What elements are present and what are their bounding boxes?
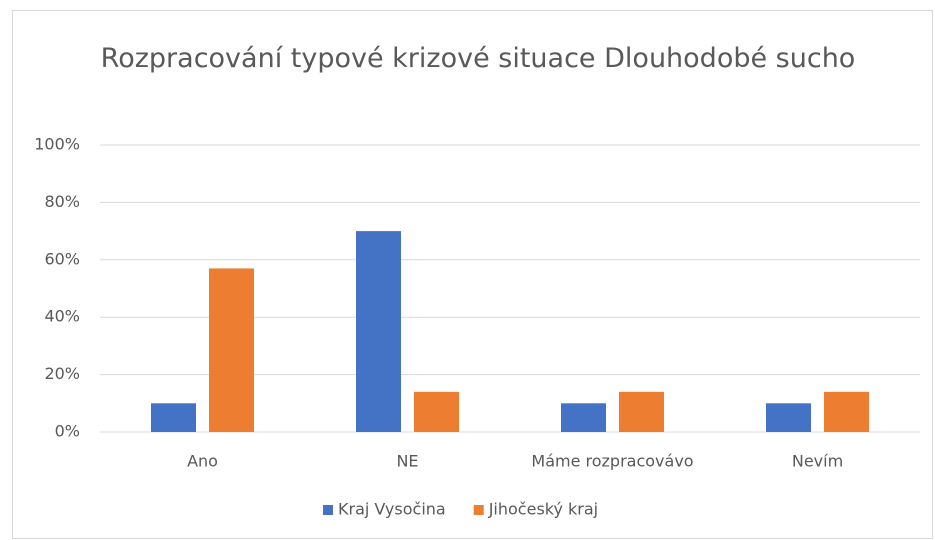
chart-border [12,10,933,539]
bar [414,391,459,432]
bar [561,403,606,432]
y-tick-label: 80% [44,192,80,211]
bar [151,403,196,432]
bar [766,403,811,432]
legend-swatch [323,505,333,515]
y-tick-label: 0% [55,422,80,441]
x-tick-label: Máme rozpracovávo [531,452,693,471]
y-tick-label: 20% [44,364,80,383]
legend-label: Kraj Vysočina [338,500,446,519]
x-tick-label: NE [396,452,418,471]
x-tick-label: Nevím [792,452,843,471]
chart-title: Rozpracování typové krizové situace Dlou… [100,43,856,74]
legend-label: Jihočeský kraj [488,500,598,519]
bar [209,268,254,432]
y-tick-label: 60% [44,249,80,268]
x-tick-label: Ano [187,452,218,471]
bar [356,231,401,432]
bar [619,391,664,432]
bar [824,391,869,432]
legend-swatch [473,505,484,515]
y-tick-label: 100% [34,135,80,154]
y-tick-label: 40% [44,307,80,326]
